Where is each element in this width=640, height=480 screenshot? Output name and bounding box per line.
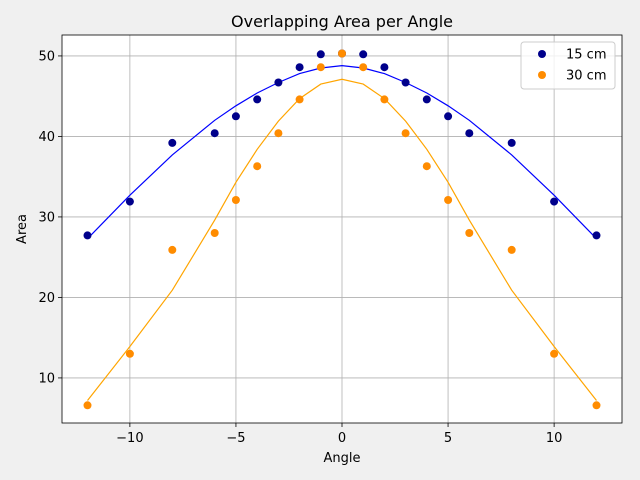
data-point-series-1 — [507, 245, 516, 254]
data-point-series-0 — [422, 95, 431, 104]
data-point-series-0 — [380, 63, 389, 72]
data-point-series-0 — [359, 50, 368, 59]
data-point-series-1 — [359, 63, 368, 72]
data-point-series-1 — [401, 129, 410, 138]
x-axis-ticks: −10 −5 0 5 10 — [116, 423, 562, 446]
data-point-series-1 — [444, 196, 453, 204]
data-point-series-1 — [253, 162, 262, 171]
data-point-series-1 — [338, 49, 346, 58]
data-point-series-0 — [592, 231, 601, 240]
data-point-series-1 — [380, 95, 389, 104]
x-tick-label: 10 — [546, 431, 563, 446]
x-tick-label: −10 — [116, 431, 143, 446]
data-point-series-0 — [316, 50, 325, 59]
y-tick-label: 50 — [38, 49, 55, 64]
x-tick-label: 5 — [444, 431, 452, 446]
data-point-series-1 — [210, 229, 219, 237]
data-point-series-0 — [125, 197, 134, 206]
data-point-series-1 — [422, 162, 431, 171]
y-tick-label: 30 — [38, 210, 55, 225]
legend-label: 30 cm — [566, 69, 607, 84]
y-tick-label: 40 — [38, 130, 55, 145]
data-point-series-1 — [168, 245, 177, 254]
data-point-series-0 — [465, 129, 474, 138]
data-point-series-1 — [550, 349, 559, 358]
data-point-series-1 — [125, 349, 134, 358]
data-point-series-1 — [295, 95, 304, 104]
data-point-series-0 — [507, 138, 516, 147]
chart-title: Overlapping Area per Angle — [231, 12, 453, 31]
data-point-series-0 — [295, 63, 304, 72]
y-tick-label: 10 — [38, 371, 55, 386]
data-point-series-1 — [274, 129, 283, 138]
legend-marker — [538, 50, 546, 58]
data-point-series-0 — [83, 231, 92, 240]
data-point-series-1 — [231, 196, 240, 204]
data-point-series-0 — [401, 78, 410, 87]
x-axis-label: Angle — [324, 451, 361, 466]
data-point-series-1 — [592, 401, 601, 410]
data-point-series-0 — [210, 129, 219, 138]
y-axis-ticks: 10 20 30 40 50 — [38, 49, 62, 386]
legend-label: 15 cm — [566, 48, 607, 63]
y-axis-label: Area — [15, 214, 30, 244]
x-tick-label: 0 — [338, 431, 346, 446]
data-point-series-1 — [465, 229, 474, 237]
y-tick-label: 20 — [38, 291, 55, 306]
legend: 15 cm 30 cm — [520, 41, 616, 90]
fit-line-series-1 — [87, 78, 597, 401]
data-point-series-0 — [444, 112, 453, 121]
x-tick-label: −5 — [226, 431, 245, 446]
fit-lines — [87, 64, 597, 401]
data-point-series-0 — [253, 95, 262, 104]
data-point-series-0 — [231, 112, 240, 121]
data-point-series-0 — [550, 197, 559, 206]
fit-line-series-0 — [87, 64, 597, 240]
data-point-series-0 — [274, 78, 283, 87]
legend-marker — [538, 71, 546, 79]
data-point-series-0 — [168, 138, 177, 147]
grid — [62, 35, 622, 423]
data-points — [83, 49, 601, 410]
data-point-series-1 — [83, 401, 92, 410]
data-point-series-1 — [316, 63, 325, 72]
